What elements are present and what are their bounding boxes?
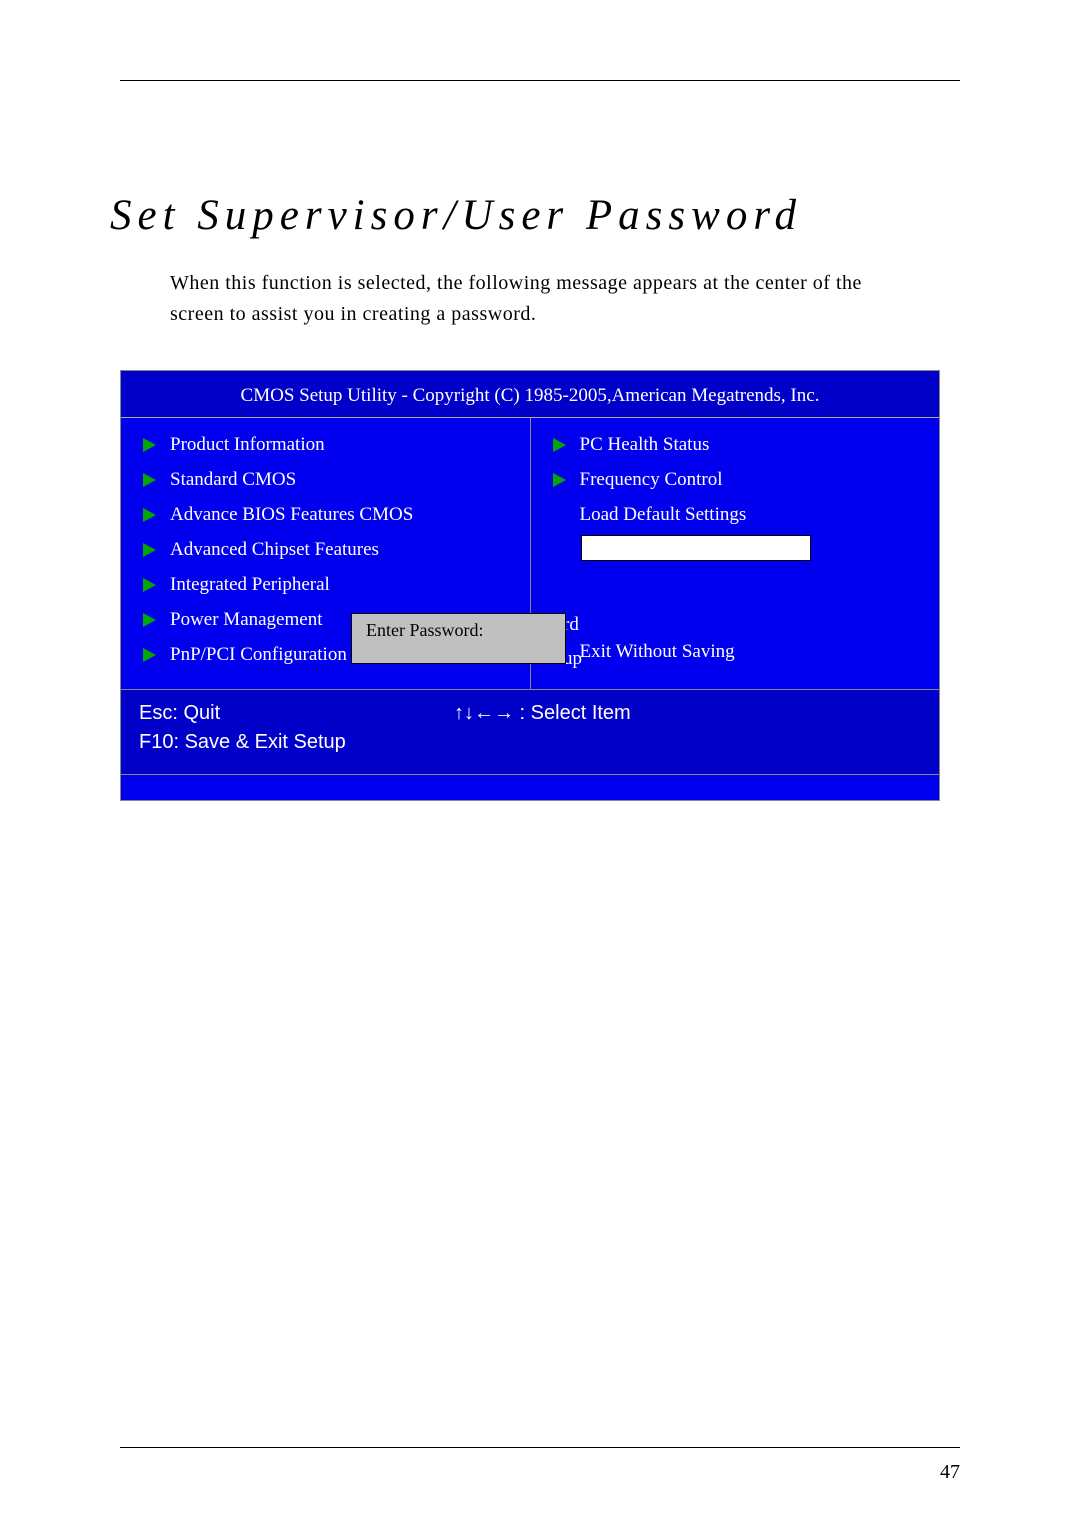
menu-item-load-defaults[interactable]: Load Default Settings bbox=[549, 504, 922, 526]
bios-title-bar: CMOS Setup Utility - Copyright (C) 1985-… bbox=[121, 371, 939, 418]
chevron-right-icon bbox=[143, 648, 156, 662]
page-number: 47 bbox=[940, 1461, 960, 1484]
menu-item-peripherals[interactable]: Integrated Peripheral bbox=[139, 574, 512, 596]
menu-label: Product Information bbox=[170, 434, 325, 456]
bios-screenshot: CMOS Setup Utility - Copyright (C) 1985-… bbox=[120, 370, 940, 801]
menu-label: Load Default Settings bbox=[580, 504, 747, 526]
menu-label: PC Health Status bbox=[580, 434, 710, 456]
chevron-right-icon bbox=[143, 473, 156, 487]
top-horizontal-rule bbox=[120, 80, 960, 81]
bios-status-strip bbox=[121, 774, 939, 800]
bios-menu-grid: Product Information Standard CMOS Advanc… bbox=[121, 418, 939, 689]
menu-label: Integrated Peripheral bbox=[170, 574, 330, 596]
menu-label: Advanced Chipset Features bbox=[170, 539, 379, 561]
menu-item-advance-bios[interactable]: Advance BIOS Features CMOS bbox=[139, 504, 512, 526]
chevron-right-icon bbox=[553, 438, 566, 452]
bottom-horizontal-rule bbox=[120, 1447, 960, 1448]
help-f10: F10: Save & Exit Setup bbox=[139, 731, 346, 754]
menu-label: Exit Without Saving bbox=[580, 641, 735, 663]
chevron-right-icon bbox=[553, 473, 566, 487]
menu-label: PnP/PCI Configuration bbox=[170, 644, 347, 666]
bios-help-bar: Esc: Quit ↑↓←→ : Select Item F10: Save &… bbox=[121, 689, 939, 774]
menu-item-exit-without-saving[interactable]: Exit Without Saving bbox=[549, 641, 922, 663]
menu-label: Advance BIOS Features CMOS bbox=[170, 504, 413, 526]
help-esc: Esc: Quit bbox=[139, 702, 454, 725]
chevron-right-icon bbox=[143, 438, 156, 452]
enter-password-dialog: Enter Password: bbox=[351, 613, 566, 664]
menu-item-frequency[interactable]: Frequency Control bbox=[549, 469, 922, 491]
menu-label: Standard CMOS bbox=[170, 469, 296, 491]
help-select: ↑↓←→ : Select Item bbox=[454, 702, 631, 725]
enter-password-label: Enter Password: bbox=[366, 620, 483, 640]
menu-item-pc-health[interactable]: PC Health Status bbox=[549, 434, 922, 456]
menu-label: Power Management bbox=[170, 609, 322, 631]
chevron-right-icon bbox=[143, 578, 156, 592]
bios-right-column: PC Health Status Frequency Control Load … bbox=[531, 418, 940, 689]
menu-item-chipset[interactable]: Advanced Chipset Features bbox=[139, 539, 512, 561]
chevron-right-icon bbox=[143, 613, 156, 627]
highlighted-selection-box bbox=[581, 535, 811, 561]
menu-item-product-info[interactable]: Product Information bbox=[139, 434, 512, 456]
page-heading: Set Supervisor/User Password bbox=[110, 191, 960, 240]
spacer bbox=[549, 571, 922, 641]
menu-item-standard-cmos[interactable]: Standard CMOS bbox=[139, 469, 512, 491]
menu-label: Frequency Control bbox=[580, 469, 723, 491]
chevron-right-icon bbox=[143, 543, 156, 557]
chevron-right-icon bbox=[143, 508, 156, 522]
intro-paragraph: When this function is selected, the foll… bbox=[170, 268, 920, 330]
